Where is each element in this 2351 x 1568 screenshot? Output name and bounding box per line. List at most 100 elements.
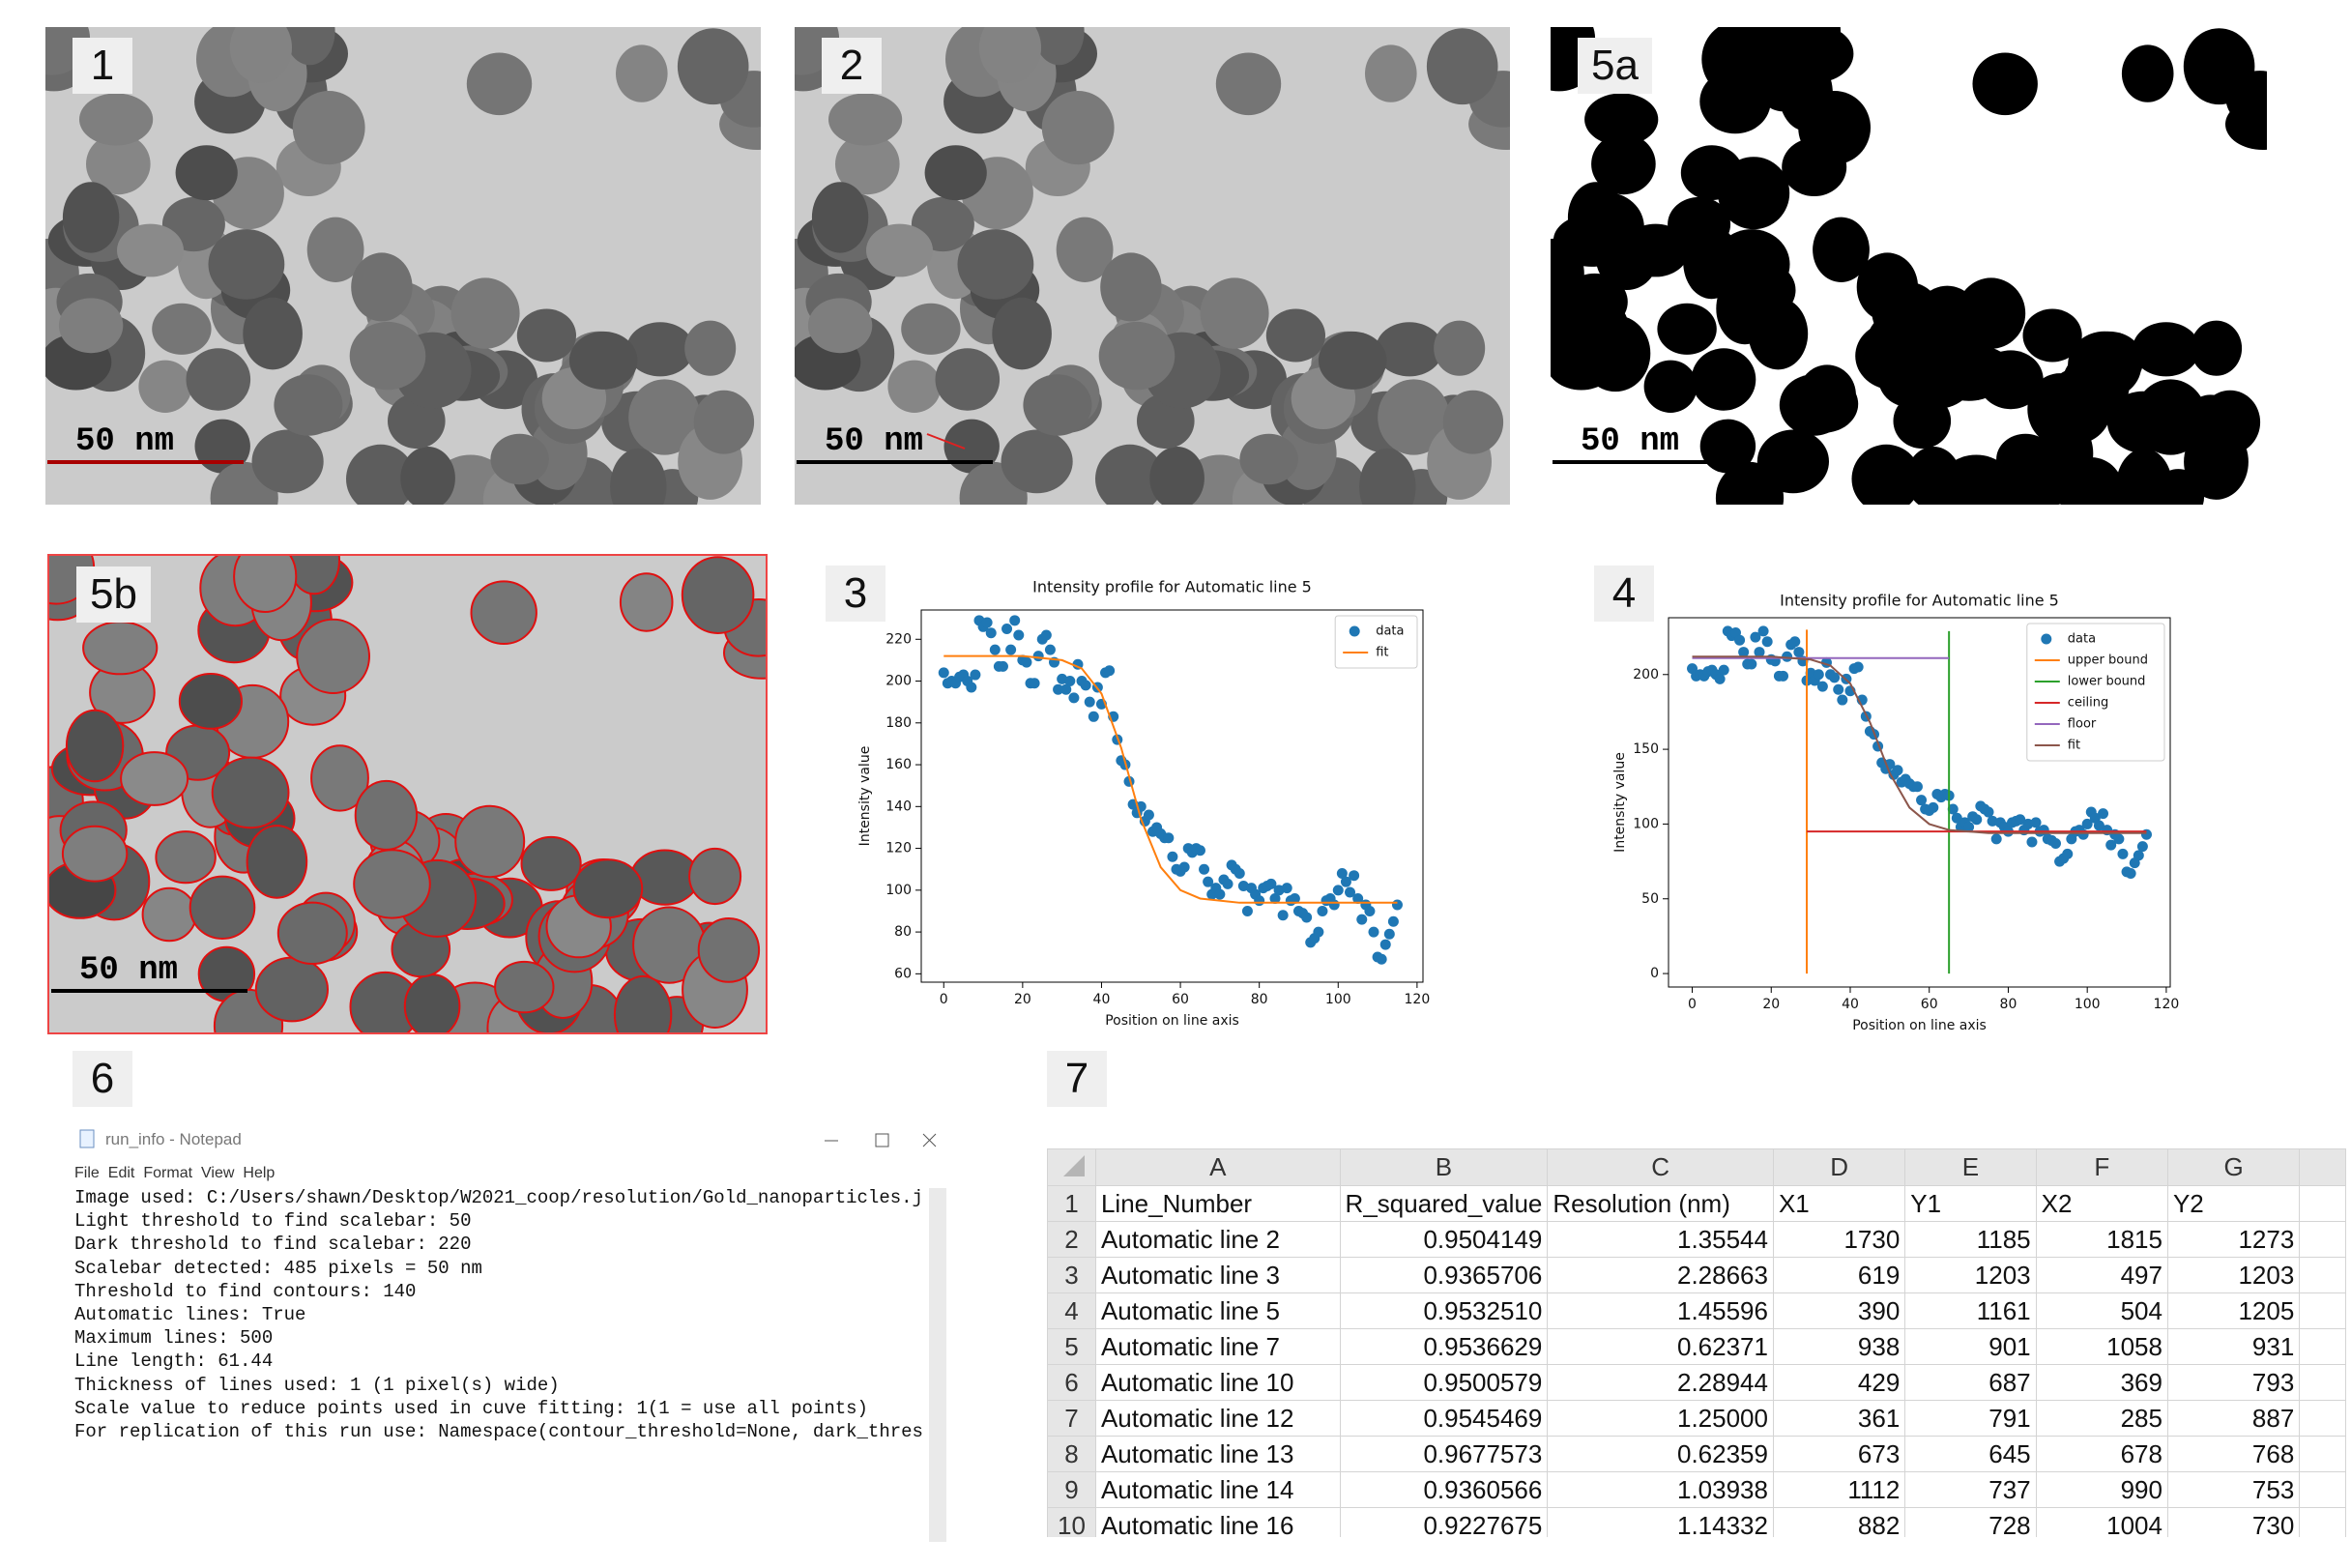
data-point: [2015, 814, 2026, 826]
particle: [276, 901, 348, 965]
cell: 938: [1772, 1328, 1906, 1365]
cell: 0.9500579: [1339, 1364, 1549, 1401]
chart-panel: Intensity profile for Automatic line 5 0 2…: [826, 566, 1444, 1030]
cell: Automatic line 14: [1094, 1471, 1341, 1508]
particle: [65, 709, 125, 783]
cell: 390: [1772, 1292, 1906, 1329]
data-point: [1029, 678, 1040, 689]
data-point: [1778, 670, 1789, 682]
data-point: [1032, 651, 1044, 662]
particle: [1851, 444, 1922, 505]
particle: [1856, 252, 1919, 322]
row-number: 7: [1047, 1400, 1096, 1437]
particle: [1713, 229, 1790, 300]
legend-box: [2026, 623, 2165, 762]
text-line: Maximum lines: 500: [74, 1327, 274, 1350]
cell: 737: [1904, 1471, 2037, 1508]
data-point: [1356, 914, 1368, 925]
particle: [349, 321, 426, 391]
particle: [1378, 379, 1450, 455]
particle: [186, 348, 251, 411]
particle: [681, 556, 755, 634]
cell: 728: [1904, 1507, 2037, 1537]
particle: [246, 825, 308, 899]
spreadsheet: A B C D E F G 1 Line_Number R_squared_value Resolu…: [1047, 1148, 2346, 1537]
y-tick-label: 100: [885, 883, 912, 898]
x-tick-label: 20: [1762, 997, 1780, 1012]
particle: [120, 751, 189, 806]
cell: 497: [2035, 1257, 2168, 1293]
data-point: [1734, 634, 1746, 646]
micrograph: 50 nm 1: [45, 27, 761, 505]
column-header: D: [1772, 1148, 1906, 1186]
particle: [1567, 182, 1625, 253]
sheet-row: 9 Automatic line 14 0.9360566 1.03938 1112 73…: [1047, 1471, 2346, 1508]
particle: [1434, 320, 1486, 376]
chart: Intensity profile for Automatic line 5 0 2…: [1612, 592, 2179, 1034]
y-axis-label: Intensity value: [857, 746, 873, 847]
data-point: [2093, 820, 2104, 831]
particle: [454, 804, 526, 879]
y-tick-label: 200: [1633, 667, 1659, 682]
particle: [400, 447, 455, 505]
data-point: [1143, 809, 1154, 821]
cell: 1112: [1772, 1471, 1906, 1508]
particle: [516, 308, 576, 363]
particle: [1905, 447, 1961, 505]
particle: [1041, 91, 1115, 165]
micrograph-image: 50 nm: [49, 556, 766, 1032]
panel-label: 1: [73, 38, 132, 94]
particle: [1149, 447, 1205, 505]
particle: [274, 374, 343, 436]
particle: [684, 320, 737, 376]
cell: 0.9504149: [1339, 1221, 1549, 1258]
sheet-row: 7 Automatic line 12 0.9545469 1.25000 361 791…: [1047, 1400, 2346, 1437]
particle: [828, 93, 903, 146]
text-line: Scalebar detected: 485 pixels = 50 nm: [74, 1257, 482, 1279]
scale-bar-label: 50 nm: [75, 423, 174, 460]
data-point: [1789, 636, 1801, 648]
particle: [1779, 374, 1848, 436]
row-number: 9: [1047, 1471, 1096, 1508]
data-point: [1328, 899, 1340, 911]
data-point: [1053, 683, 1064, 695]
text-line: Thickness of lines used: 1 (1 pixel(s) w…: [74, 1374, 560, 1396]
particle: [835, 133, 900, 195]
text-line: Scale value to reduce points used in cuv…: [74, 1397, 868, 1419]
data-point: [1254, 895, 1265, 907]
panel-label: 3: [826, 566, 885, 622]
y-tick-label: 80: [894, 924, 912, 940]
cell: 361: [1772, 1400, 1906, 1437]
data-point: [1234, 868, 1245, 880]
cell: 0.9365706: [1339, 1257, 1549, 1293]
cell: R_squared_value: [1339, 1185, 1549, 1222]
data-point: [1383, 928, 1395, 940]
data-point: [1761, 636, 1773, 648]
particle: [807, 298, 873, 354]
particle: [284, 27, 335, 66]
y-tick-label: 50: [1641, 891, 1659, 907]
data-point: [1793, 647, 1805, 658]
data-point: [1364, 905, 1376, 916]
chart-panel: Intensity profile for Automatic line 5 0 2…: [1594, 566, 2193, 1044]
particle: [306, 217, 364, 282]
cell: Resolution (nm): [1547, 1185, 1774, 1222]
particle: [1376, 322, 1443, 377]
cell: Y2: [2166, 1185, 2301, 1222]
data-point: [1332, 885, 1344, 896]
data-point: [1829, 672, 1841, 683]
data-point: [1313, 926, 1324, 938]
particle: [310, 744, 369, 812]
micrograph-image: 50 nm: [45, 27, 761, 505]
x-tick-label: 100: [1325, 992, 1351, 1007]
particle: [155, 830, 217, 885]
data-point: [1088, 711, 1099, 722]
cell: 0.9227675: [1339, 1507, 1549, 1537]
x-axis-label: Position on line axis: [1105, 1013, 1239, 1029]
column-header: E: [1904, 1148, 2037, 1186]
cell: Automatic line 3: [1094, 1257, 1341, 1293]
data-point: [1754, 647, 1765, 658]
triangle: [1063, 1155, 1086, 1176]
particle: [466, 52, 533, 116]
